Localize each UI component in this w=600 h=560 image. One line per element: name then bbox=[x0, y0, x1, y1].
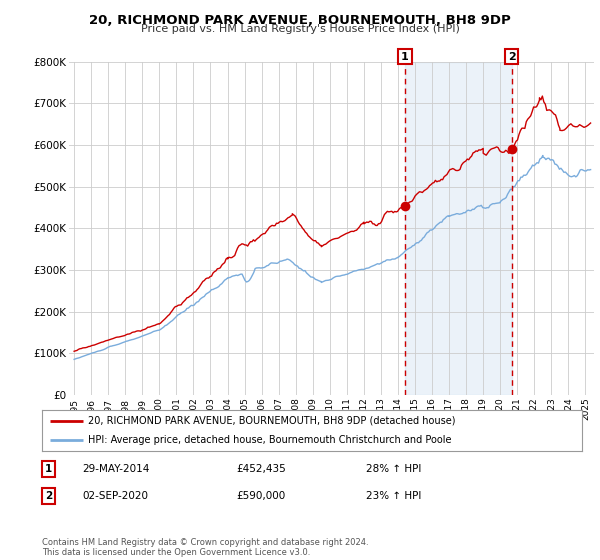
Text: 20, RICHMOND PARK AVENUE, BOURNEMOUTH, BH8 9DP (detached house): 20, RICHMOND PARK AVENUE, BOURNEMOUTH, B… bbox=[88, 416, 455, 426]
Text: 28% ↑ HPI: 28% ↑ HPI bbox=[366, 464, 421, 474]
Text: 2: 2 bbox=[508, 52, 515, 62]
Text: 20, RICHMOND PARK AVENUE, BOURNEMOUTH, BH8 9DP: 20, RICHMOND PARK AVENUE, BOURNEMOUTH, B… bbox=[89, 14, 511, 27]
Text: 02-SEP-2020: 02-SEP-2020 bbox=[83, 491, 149, 501]
Text: 2: 2 bbox=[45, 491, 52, 501]
Text: 1: 1 bbox=[401, 52, 409, 62]
Text: Contains HM Land Registry data © Crown copyright and database right 2024.
This d: Contains HM Land Registry data © Crown c… bbox=[42, 538, 368, 557]
Text: Price paid vs. HM Land Registry's House Price Index (HPI): Price paid vs. HM Land Registry's House … bbox=[140, 24, 460, 34]
Text: HPI: Average price, detached house, Bournemouth Christchurch and Poole: HPI: Average price, detached house, Bour… bbox=[88, 435, 451, 445]
Text: 29-MAY-2014: 29-MAY-2014 bbox=[83, 464, 150, 474]
Text: £452,435: £452,435 bbox=[236, 464, 286, 474]
Bar bbox=[405, 62, 512, 395]
Text: £590,000: £590,000 bbox=[236, 491, 286, 501]
Text: 1: 1 bbox=[45, 464, 52, 474]
Text: 23% ↑ HPI: 23% ↑ HPI bbox=[366, 491, 421, 501]
